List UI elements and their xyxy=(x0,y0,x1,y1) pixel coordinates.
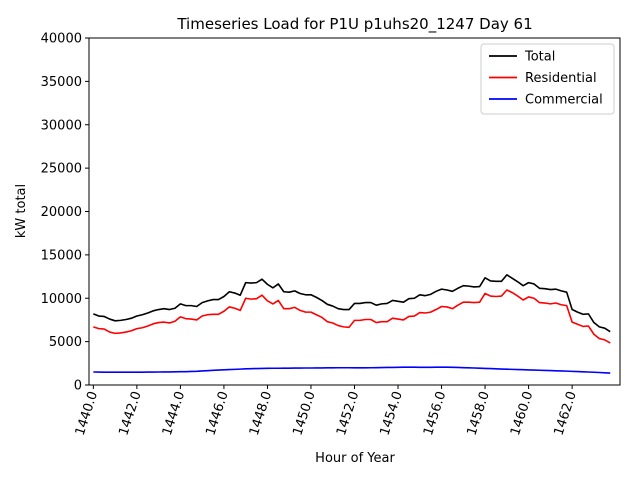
y-tick-label: 15000 xyxy=(41,248,82,263)
y-tick-label: 10000 xyxy=(41,292,82,307)
y-tick-label: 30000 xyxy=(41,118,82,133)
legend-box xyxy=(480,43,615,115)
legend-label: Residential xyxy=(525,71,597,86)
y-tick-label: 20000 xyxy=(41,205,82,220)
legend: Total Residential Commercial xyxy=(480,43,615,115)
legend-label: Commercial xyxy=(525,93,603,108)
chart-title: Timeseries Load for P1U p1uhs20_1247 Day… xyxy=(176,15,532,34)
y-tick-label: 0 xyxy=(74,379,82,394)
x-axis-title: Hour of Year xyxy=(315,451,395,466)
y-axis: 0 5000 10000 15000 20000 25000 30000 35000 40000 xyxy=(41,32,89,394)
series-line-commercial xyxy=(93,366,611,374)
y-tick-label: 5000 xyxy=(49,335,82,350)
series-lines xyxy=(93,274,611,374)
series-line-residential xyxy=(93,289,611,344)
legend-label: Total xyxy=(524,50,555,65)
series-line-total xyxy=(93,274,611,333)
y-tick-label: 40000 xyxy=(41,32,82,47)
y-axis-title: kW total xyxy=(14,184,29,238)
y-tick-label: 35000 xyxy=(41,75,82,90)
y-tick-label: 25000 xyxy=(41,162,82,177)
